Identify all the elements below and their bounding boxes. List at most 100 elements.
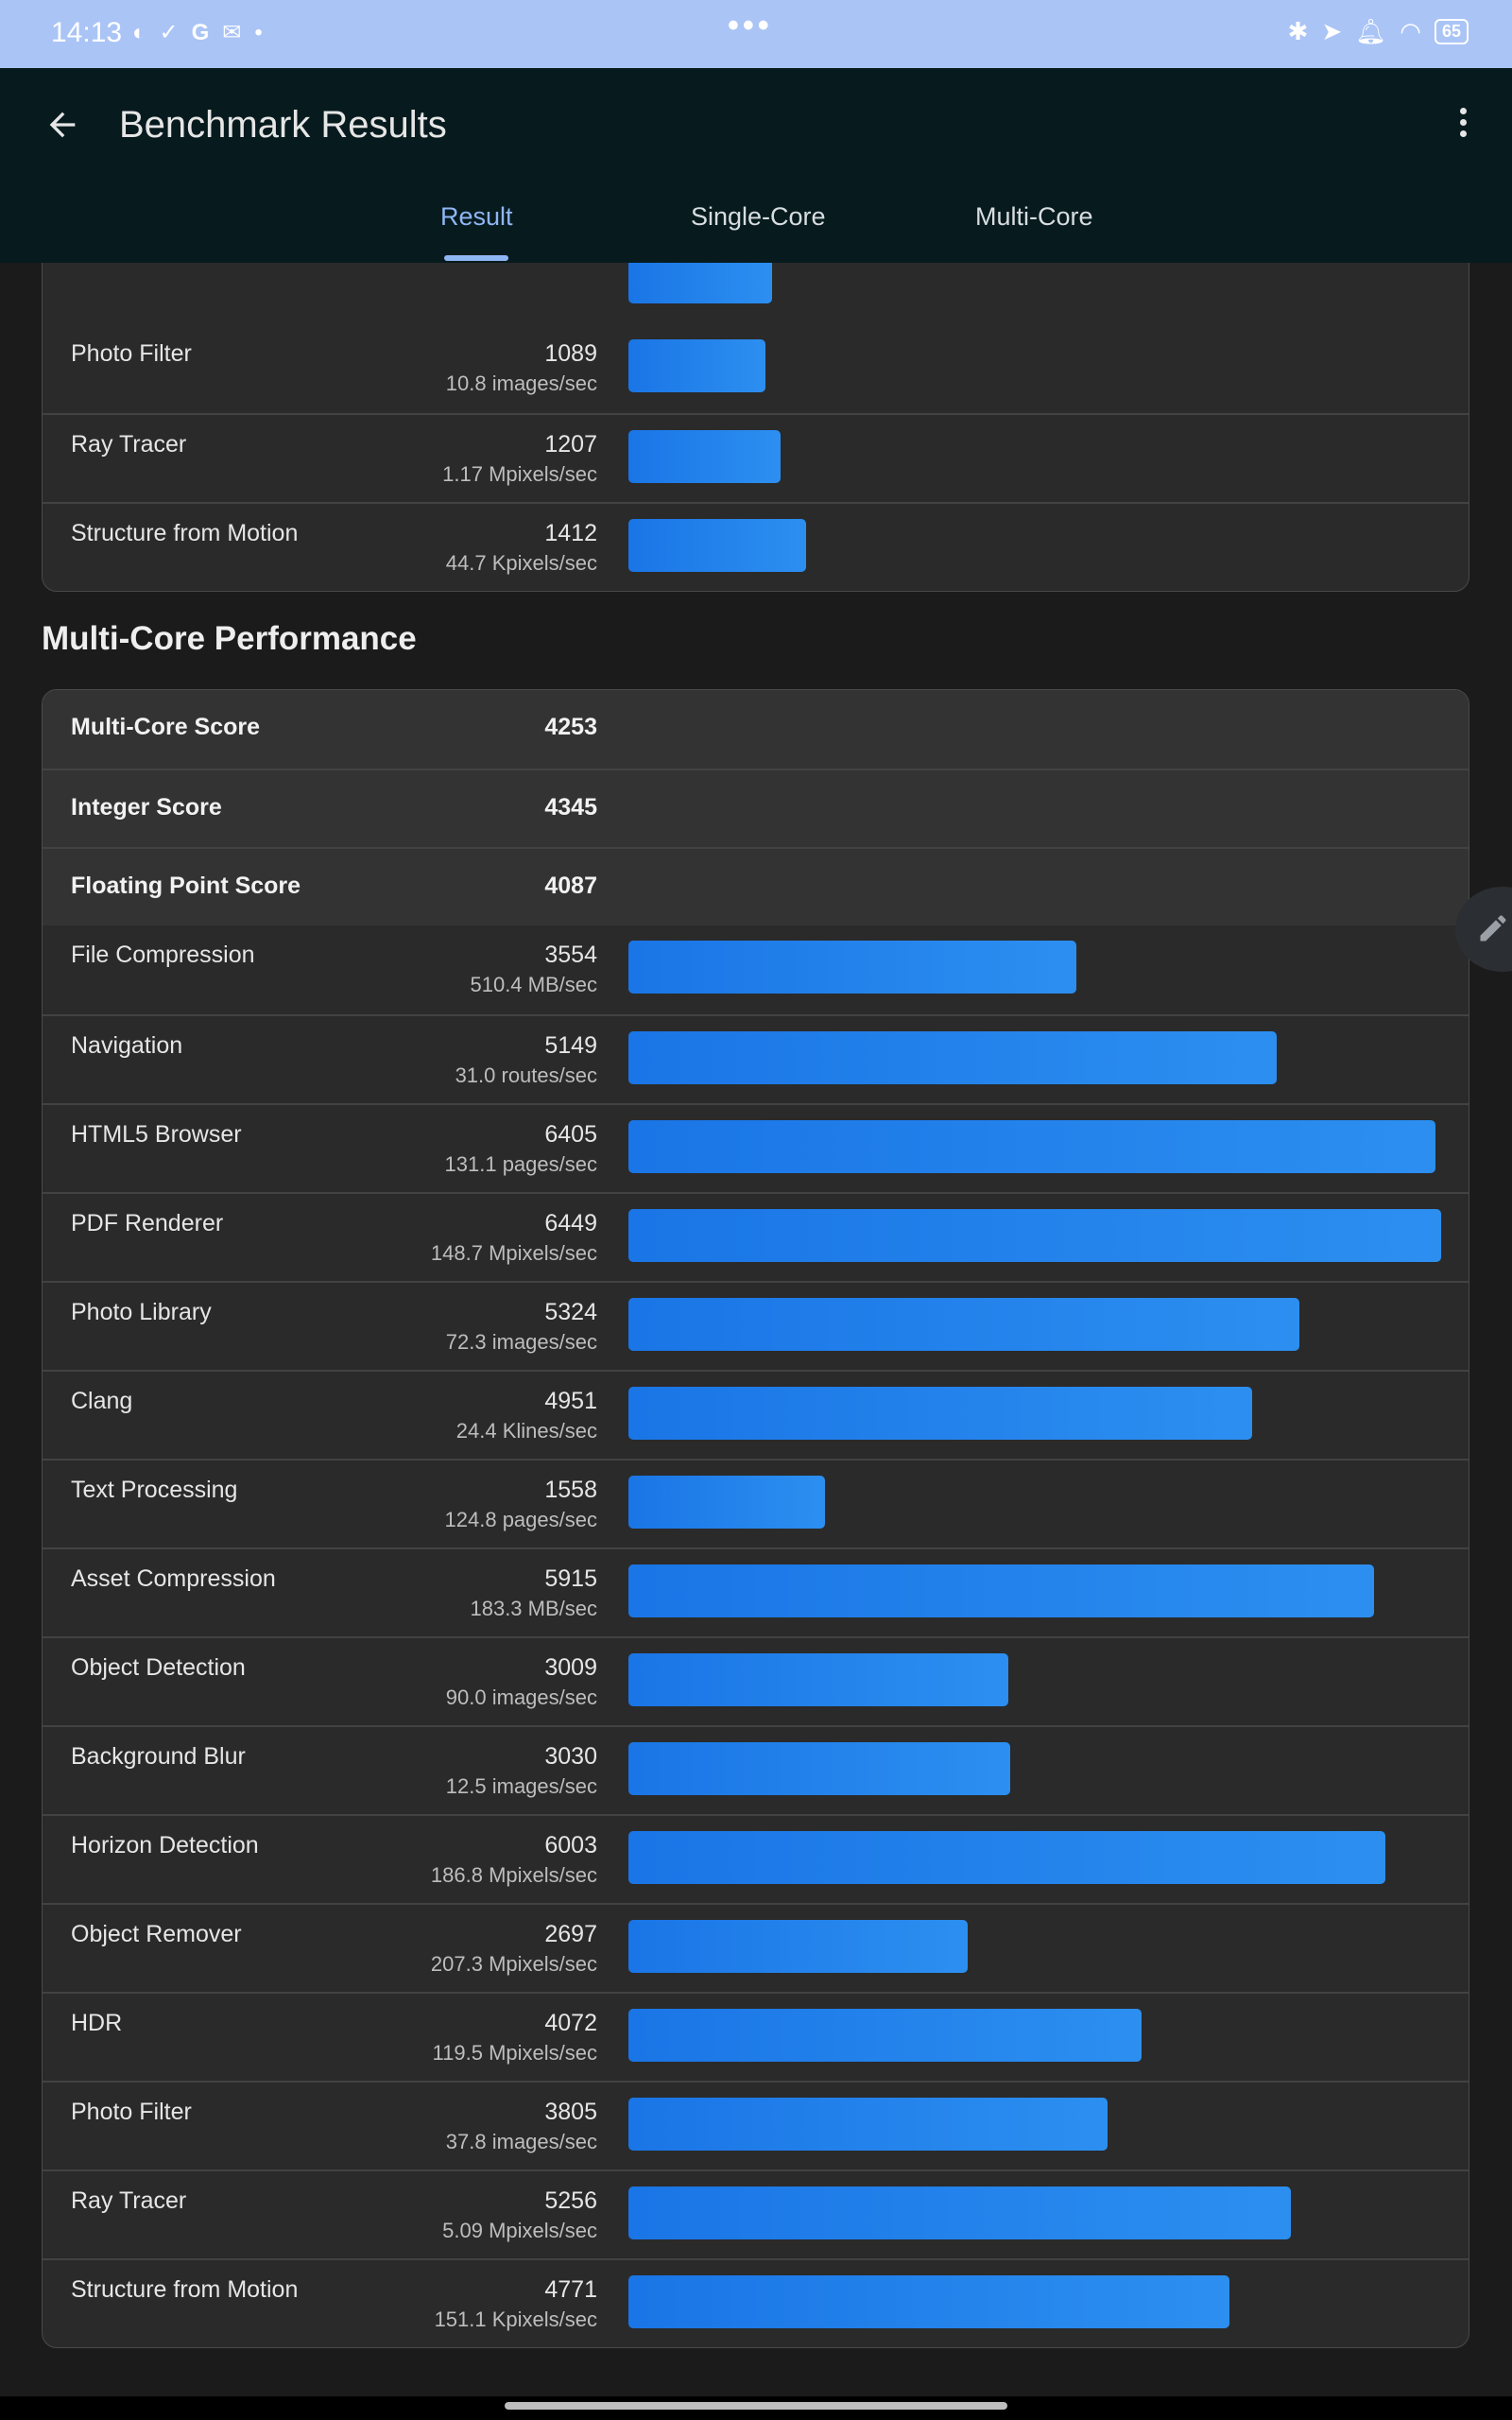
- benchmark-throughput: 119.5 Mpixels/sec: [432, 2041, 597, 2065]
- summary-score-row: Multi-Core Score 4253: [43, 690, 1469, 769]
- benchmark-score: 6405: [544, 1121, 597, 1148]
- score-bar: [628, 1476, 825, 1529]
- score-bar: [628, 1031, 1277, 1084]
- benchmark-score: 4951: [544, 1388, 597, 1414]
- benchmark-score: 4771: [544, 2276, 597, 2303]
- tab-single-core[interactable]: Single-Core: [691, 202, 826, 231]
- benchmark-score: 5149: [544, 1032, 597, 1059]
- benchmark-name: Text Processing: [71, 1477, 238, 1503]
- benchmark-name: Structure from Motion: [71, 2276, 299, 2303]
- score-bar: [628, 1920, 968, 1973]
- benchmark-row[interactable]: File Compression 3554 510.4 MB/sec: [43, 925, 1469, 1014]
- score-bar: [628, 1298, 1299, 1351]
- benchmark-score: 1558: [544, 1477, 597, 1503]
- benchmark-name: PDF Renderer: [71, 1210, 224, 1236]
- benchmark-name: HTML5 Browser: [71, 1121, 242, 1148]
- benchmark-row[interactable]: Horizon Detection 6003 186.8 Mpixels/sec: [43, 1814, 1469, 1903]
- summary-score: 4253: [544, 714, 597, 740]
- benchmark-row[interactable]: Text Processing 1558 124.8 pages/sec: [43, 1459, 1469, 1547]
- benchmark-score: 4072: [544, 2010, 597, 2036]
- benchmark-row[interactable]: Ray Tracer 1207 1.17 Mpixels/sec: [43, 413, 1469, 502]
- benchmark-score: 3805: [544, 2099, 597, 2125]
- single-core-card: Photo Filter 1089 10.8 images/sec Ray Trace…: [42, 263, 1469, 592]
- benchmark-row[interactable]: Photo Filter 3805 37.8 images/sec: [43, 2081, 1469, 2169]
- benchmark-row[interactable]: Photo Filter 1089 10.8 images/sec: [43, 324, 1469, 413]
- mute-icon: 🔔︎: [1355, 17, 1387, 45]
- benchmark-name: Photo Filter: [71, 340, 192, 367]
- score-bar: [628, 2187, 1291, 2239]
- benchmark-name: Photo Library: [71, 1299, 212, 1325]
- benchmark-throughput: 31.0 routes/sec: [455, 1063, 597, 1087]
- score-bar: [628, 2098, 1108, 2151]
- score-bar: [628, 1742, 1010, 1795]
- benchmark-throughput: 151.1 Kpixels/sec: [434, 2308, 597, 2331]
- score-bar: [628, 263, 772, 303]
- benchmark-throughput: 10.8 images/sec: [445, 372, 597, 395]
- check-circle-icon: ✓: [159, 20, 179, 45]
- benchmark-name: Clang: [71, 1388, 133, 1414]
- benchmark-name: Structure from Motion: [71, 520, 299, 546]
- benchmark-name: Ray Tracer: [71, 2187, 187, 2214]
- summary-score-row: Integer Score 4345: [43, 769, 1469, 847]
- score-bar: [628, 1653, 1008, 1706]
- benchmark-score: 1089: [544, 340, 597, 367]
- benchmark-name: HDR: [71, 2010, 123, 2036]
- benchmark-score: 6449: [544, 1210, 597, 1236]
- benchmark-row[interactable]: HDR 4072 119.5 Mpixels/sec: [43, 1992, 1469, 2081]
- benchmark-row[interactable]: Asset Compression 5915 183.3 MB/sec: [43, 1547, 1469, 1636]
- benchmark-row[interactable]: Structure from Motion 4771 151.1 Kpixels/s…: [43, 2258, 1469, 2347]
- benchmark-throughput: 37.8 images/sec: [445, 2130, 597, 2153]
- window-handle-icon[interactable]: •••: [728, 8, 773, 43]
- benchmark-throughput: 24.4 Klines/sec: [455, 1419, 597, 1443]
- benchmark-row[interactable]: Ray Tracer 5256 5.09 Mpixels/sec: [43, 2169, 1469, 2258]
- benchmark-row[interactable]: HTML5 Browser 6405 131.1 pages/sec: [43, 1103, 1469, 1192]
- benchmark-row[interactable]: Navigation 5149 31.0 routes/sec: [43, 1014, 1469, 1103]
- benchmark-score: 5324: [544, 1299, 597, 1325]
- benchmark-row[interactable]: PDF Renderer 6449 148.7 Mpixels/sec: [43, 1192, 1469, 1281]
- benchmark-name: Object Detection: [71, 1654, 246, 1681]
- score-bar: [628, 2009, 1142, 2062]
- tab-result[interactable]: Result: [440, 202, 513, 231]
- benchmark-throughput: 90.0 images/sec: [445, 1685, 597, 1709]
- benchmark-row[interactable]: Clang 4951 24.4 Klines/sec: [43, 1370, 1469, 1459]
- benchmark-row[interactable]: Background Blur 3030 12.5 images/sec: [43, 1725, 1469, 1814]
- benchmark-name: Horizon Detection: [71, 1832, 259, 1858]
- back-arrow-icon[interactable]: [43, 106, 81, 144]
- benchmark-throughput: 12.5 images/sec: [445, 1774, 597, 1798]
- score-bar: [628, 339, 765, 392]
- summary-score-row: Floating Point Score 4087: [43, 847, 1469, 925]
- navigation-bar: [0, 2396, 1512, 2420]
- tab-indicator: [444, 255, 508, 261]
- benchmark-throughput: 72.3 images/sec: [445, 1330, 597, 1354]
- benchmark-row[interactable]: Structure from Motion 1412 44.7 Kpixels/se…: [43, 502, 1469, 591]
- benchmark-score: 5256: [544, 2187, 597, 2214]
- tab-multi-core[interactable]: Multi-Core: [975, 202, 1093, 231]
- section-title: Multi-Core Performance: [42, 620, 417, 657]
- results-content[interactable]: Photo Filter 1089 10.8 images/sec Ray Trace…: [0, 263, 1512, 2396]
- status-bar: 14:13 ◐ ✓ G ✉ • ••• ✱ ➤ 🔔︎ ◠ 65: [0, 0, 1512, 68]
- more-options-icon[interactable]: [1452, 104, 1474, 146]
- summary-label: Integer Score: [71, 794, 222, 821]
- benchmark-throughput: 1.17 Mpixels/sec: [442, 462, 597, 486]
- benchmark-throughput: 186.8 Mpixels/sec: [430, 1863, 597, 1887]
- benchmark-row[interactable]: Photo Library 5324 72.3 images/sec: [43, 1281, 1469, 1370]
- benchmark-name: Asset Compression: [71, 1565, 276, 1592]
- score-bar: [628, 430, 781, 483]
- benchmark-throughput: 131.1 pages/sec: [444, 1152, 597, 1176]
- benchmark-name: Background Blur: [71, 1743, 246, 1770]
- pencil-icon: [1480, 915, 1506, 942]
- score-bar: [628, 519, 806, 572]
- summary-score: 4345: [544, 794, 597, 821]
- page-title: Benchmark Results: [119, 104, 447, 146]
- more-notifications-icon: •: [254, 19, 263, 45]
- benchmark-row[interactable]: Object Detection 3009 90.0 images/sec: [43, 1636, 1469, 1725]
- benchmark-name: Navigation: [71, 1032, 183, 1059]
- benchmark-row[interactable]: Object Remover 2697 207.3 Mpixels/sec: [43, 1903, 1469, 1992]
- benchmark-throughput: 44.7 Kpixels/sec: [445, 551, 597, 575]
- score-bar: [628, 941, 1076, 994]
- benchmark-score: 5915: [544, 1565, 597, 1592]
- benchmark-score: 3554: [544, 942, 597, 968]
- home-gesture-handle[interactable]: [505, 2402, 1007, 2410]
- notification-icons: ◐ ✓ G ✉ •: [132, 19, 263, 46]
- benchmark-throughput: 207.3 Mpixels/sec: [430, 1952, 597, 1976]
